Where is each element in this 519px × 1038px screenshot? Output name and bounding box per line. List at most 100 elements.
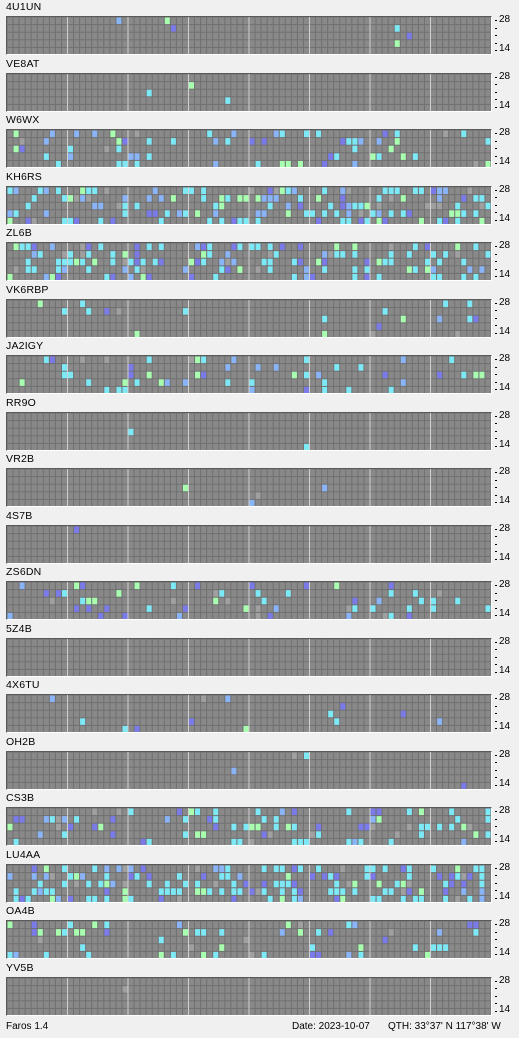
grid-cell <box>43 104 49 111</box>
grid-cell <box>86 153 92 160</box>
grid-cell <box>86 654 92 661</box>
grid-cell <box>322 273 328 280</box>
grid-cell <box>231 32 237 40</box>
grid-cell <box>418 160 424 167</box>
grid-cell <box>370 556 376 563</box>
grid-cell <box>152 202 158 209</box>
grid-cell <box>104 420 110 428</box>
grid-cell <box>370 153 376 160</box>
axis-tick <box>495 415 497 417</box>
grid-cell <box>352 597 358 605</box>
grid-cell <box>310 533 316 541</box>
grid-cell <box>279 160 285 167</box>
grid-cell <box>213 420 219 428</box>
grid-cell <box>418 669 424 676</box>
grid-cell <box>352 492 358 499</box>
grid-cell <box>394 130 400 138</box>
grid-cell <box>201 89 207 96</box>
grid-cell <box>310 413 316 420</box>
grid-cell <box>328 307 334 315</box>
grid-cell <box>431 47 437 54</box>
grid-cell <box>358 386 364 393</box>
grid-cell <box>316 209 322 217</box>
grid-cell <box>431 669 437 676</box>
grid-cell <box>340 597 346 605</box>
grid-cell <box>424 138 430 145</box>
grid-cell <box>43 661 49 669</box>
grid-cell <box>231 556 237 563</box>
grid-cell <box>310 307 316 315</box>
grid-cell <box>334 612 340 619</box>
grid-cell <box>170 435 176 443</box>
grid-cell <box>146 590 152 597</box>
axis-tick <box>495 253 497 255</box>
grid-cell <box>255 526 261 533</box>
grid-cell <box>431 217 437 224</box>
grid-cell <box>213 138 219 145</box>
grid-cell <box>455 81 461 89</box>
grid-cell <box>285 209 291 217</box>
grid-cell <box>182 258 188 266</box>
grid-cell <box>152 443 158 450</box>
grid-cell <box>219 492 225 499</box>
grid-cell <box>346 548 352 556</box>
grid-cell <box>261 104 267 111</box>
grid-cell <box>310 379 316 386</box>
grid-cell <box>140 209 146 217</box>
grid-cell <box>370 428 376 435</box>
grid-cell <box>231 202 237 209</box>
grid-cell <box>297 315 303 322</box>
grid-cell <box>37 413 43 420</box>
grid-cell <box>98 484 104 492</box>
grid-cell <box>412 202 418 209</box>
grid-cell <box>449 646 455 654</box>
grid-cell <box>68 499 74 506</box>
grid-cell <box>316 597 322 605</box>
grid-cell <box>80 187 86 194</box>
grid-cell <box>164 443 170 450</box>
grid-cell <box>400 96 406 104</box>
grid-cell <box>358 556 364 563</box>
grid-cell <box>237 25 243 32</box>
grid-cell <box>424 379 430 386</box>
grid-cell <box>7 356 13 364</box>
grid-cell <box>328 428 334 435</box>
grid-cell <box>273 654 279 661</box>
grid-cell <box>158 25 164 32</box>
grid-cell <box>316 356 322 364</box>
grid-cell <box>170 556 176 563</box>
grid-cell <box>25 661 31 669</box>
grid-cell <box>449 194 455 202</box>
grid-cell <box>473 209 479 217</box>
grid-cell <box>297 639 303 646</box>
grid-cell <box>128 639 134 646</box>
grid-cell <box>461 371 467 379</box>
grid-cell <box>243 251 249 258</box>
grid-cell <box>322 130 328 138</box>
grid-cell <box>80 597 86 605</box>
grid-cell <box>243 266 249 273</box>
grid-cell <box>455 153 461 160</box>
grid-cell <box>473 371 479 379</box>
grid-cell <box>225 273 231 280</box>
grid-cell <box>122 364 128 371</box>
grid-cell <box>182 32 188 40</box>
grid-cell <box>243 356 249 364</box>
grid-cell <box>195 145 201 153</box>
grid-cell <box>400 130 406 138</box>
grid-cell <box>382 582 388 590</box>
grid-cell <box>412 258 418 266</box>
grid-cell <box>291 654 297 661</box>
grid-cell <box>303 138 309 145</box>
grid-cell <box>19 89 25 96</box>
grid-cell <box>261 330 267 337</box>
grid-cell <box>86 25 92 32</box>
grid-cell <box>273 40 279 47</box>
grid-cell <box>437 81 443 89</box>
grid-cell <box>231 217 237 224</box>
grid-cell <box>255 356 261 364</box>
grid-cell <box>86 597 92 605</box>
grid-cell <box>406 477 412 484</box>
grid-cell <box>122 307 128 315</box>
grid-cell <box>80 661 86 669</box>
